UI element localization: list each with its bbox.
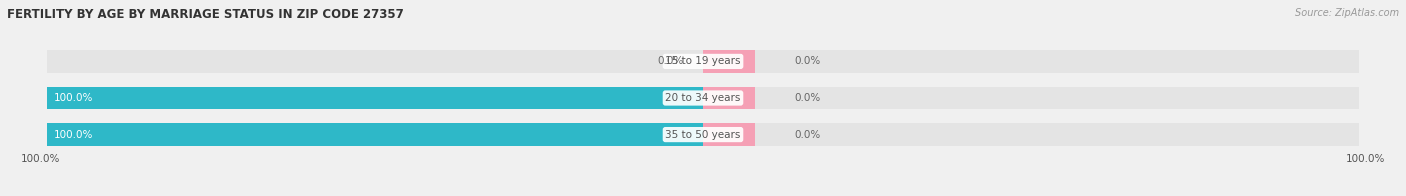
Text: 0.0%: 0.0% — [794, 93, 821, 103]
Text: Source: ZipAtlas.com: Source: ZipAtlas.com — [1295, 8, 1399, 18]
Bar — [46, 87, 703, 109]
Bar — [703, 123, 755, 146]
Text: 35 to 50 years: 35 to 50 years — [665, 130, 741, 140]
Text: 20 to 34 years: 20 to 34 years — [665, 93, 741, 103]
Text: 0.0%: 0.0% — [657, 56, 683, 66]
Text: 100.0%: 100.0% — [1346, 154, 1385, 164]
Bar — [46, 87, 703, 109]
Text: 15 to 19 years: 15 to 19 years — [665, 56, 741, 66]
Text: 0.0%: 0.0% — [794, 130, 821, 140]
Text: 100.0%: 100.0% — [53, 130, 93, 140]
Bar — [703, 50, 1360, 73]
Bar — [46, 123, 703, 146]
Bar — [703, 123, 1360, 146]
Bar — [703, 87, 755, 109]
Text: FERTILITY BY AGE BY MARRIAGE STATUS IN ZIP CODE 27357: FERTILITY BY AGE BY MARRIAGE STATUS IN Z… — [7, 8, 404, 21]
Bar — [46, 50, 703, 73]
Text: 0.0%: 0.0% — [794, 56, 821, 66]
Bar — [703, 87, 1360, 109]
Bar — [46, 123, 703, 146]
Text: 100.0%: 100.0% — [21, 154, 60, 164]
Text: 100.0%: 100.0% — [53, 93, 93, 103]
Bar — [703, 50, 755, 73]
